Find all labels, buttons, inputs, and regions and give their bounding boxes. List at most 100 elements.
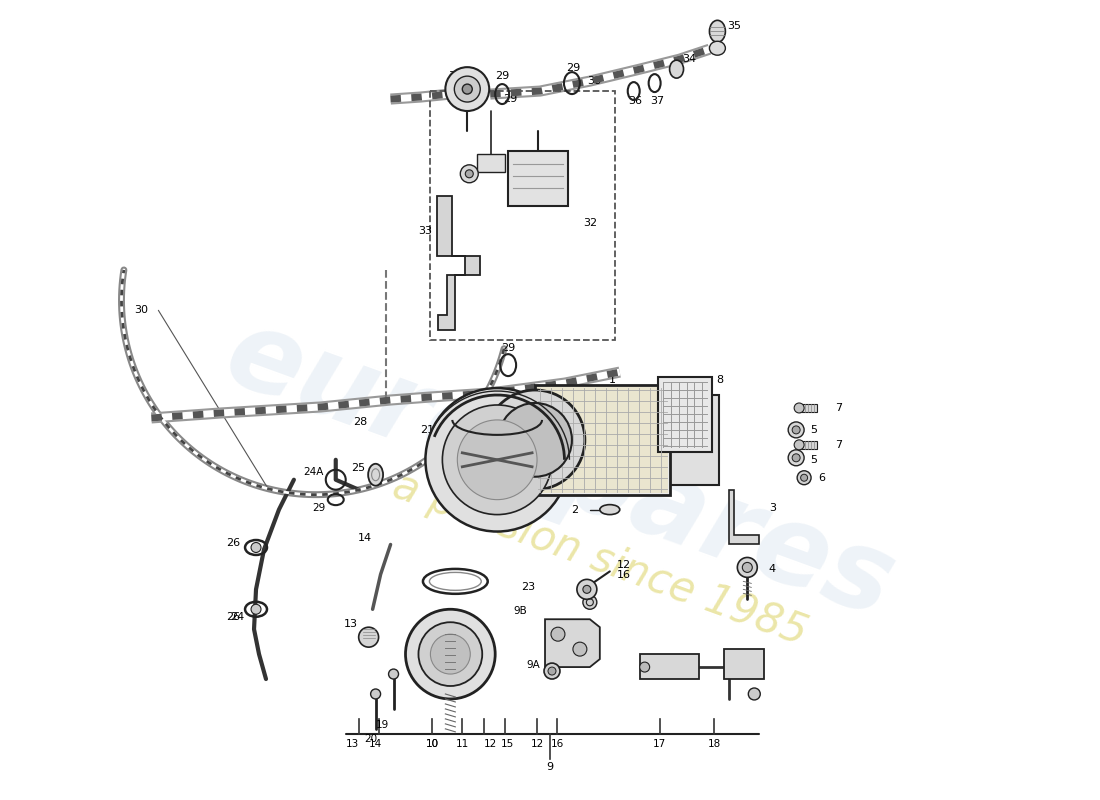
Text: 17: 17 bbox=[653, 739, 667, 749]
Text: 29: 29 bbox=[565, 63, 580, 73]
Text: 12: 12 bbox=[530, 739, 543, 749]
Circle shape bbox=[792, 426, 800, 434]
Text: 28: 28 bbox=[353, 417, 367, 427]
Text: 33: 33 bbox=[418, 226, 432, 235]
Circle shape bbox=[583, 595, 597, 610]
Text: 15: 15 bbox=[500, 739, 514, 749]
Circle shape bbox=[737, 558, 757, 578]
Text: 21: 21 bbox=[420, 425, 434, 435]
Circle shape bbox=[798, 470, 811, 485]
Text: 24: 24 bbox=[230, 612, 244, 622]
Text: 4: 4 bbox=[769, 565, 776, 574]
Text: 7: 7 bbox=[835, 440, 843, 450]
Circle shape bbox=[548, 667, 556, 675]
Circle shape bbox=[430, 634, 471, 674]
Text: a passion since 1985: a passion since 1985 bbox=[387, 465, 813, 654]
Bar bbox=[670, 395, 719, 485]
Text: 23: 23 bbox=[521, 582, 535, 592]
Text: 29: 29 bbox=[500, 343, 515, 353]
Circle shape bbox=[388, 669, 398, 679]
Text: 38: 38 bbox=[586, 76, 601, 86]
Polygon shape bbox=[725, 649, 764, 679]
Text: 38: 38 bbox=[485, 159, 499, 169]
Bar bbox=[799, 404, 817, 412]
Text: 2: 2 bbox=[571, 505, 579, 514]
Polygon shape bbox=[544, 619, 600, 667]
Text: 5: 5 bbox=[811, 425, 817, 435]
Ellipse shape bbox=[670, 60, 683, 78]
Text: 30: 30 bbox=[134, 306, 148, 315]
Circle shape bbox=[418, 622, 482, 686]
Bar bbox=[658, 377, 713, 452]
Circle shape bbox=[454, 76, 481, 102]
Text: 8: 8 bbox=[716, 375, 723, 385]
Circle shape bbox=[426, 388, 569, 531]
Circle shape bbox=[251, 604, 261, 614]
Text: 9B: 9B bbox=[514, 606, 527, 616]
Text: 3: 3 bbox=[769, 502, 776, 513]
Text: 29: 29 bbox=[503, 94, 517, 104]
Bar bbox=[799, 441, 817, 449]
Text: 12: 12 bbox=[617, 561, 630, 570]
Bar bbox=[537, 387, 668, 493]
Circle shape bbox=[458, 420, 537, 500]
Text: 29: 29 bbox=[495, 71, 509, 81]
Text: 36: 36 bbox=[628, 96, 641, 106]
Text: 10: 10 bbox=[426, 739, 439, 749]
Text: 9: 9 bbox=[547, 762, 553, 772]
Text: 9A: 9A bbox=[526, 660, 540, 670]
Circle shape bbox=[789, 422, 804, 438]
Text: 31: 31 bbox=[449, 71, 462, 81]
Circle shape bbox=[801, 474, 807, 482]
Text: 26: 26 bbox=[226, 612, 240, 622]
Circle shape bbox=[794, 403, 804, 413]
Circle shape bbox=[794, 440, 804, 450]
Circle shape bbox=[359, 627, 378, 647]
Text: 10: 10 bbox=[426, 739, 439, 749]
Circle shape bbox=[446, 67, 490, 111]
Text: 13: 13 bbox=[346, 739, 360, 749]
Text: 25: 25 bbox=[352, 462, 365, 473]
Circle shape bbox=[460, 165, 478, 182]
Circle shape bbox=[742, 562, 752, 572]
Text: 14: 14 bbox=[368, 739, 382, 749]
Text: 34: 34 bbox=[682, 54, 696, 64]
Ellipse shape bbox=[710, 20, 725, 42]
Circle shape bbox=[371, 689, 381, 699]
Circle shape bbox=[748, 688, 760, 700]
Circle shape bbox=[465, 170, 473, 178]
Polygon shape bbox=[729, 490, 759, 545]
Text: eurospares: eurospares bbox=[211, 299, 909, 640]
Circle shape bbox=[792, 454, 800, 462]
Polygon shape bbox=[640, 654, 700, 679]
Text: 14: 14 bbox=[358, 533, 372, 542]
Text: 32: 32 bbox=[583, 218, 597, 228]
Circle shape bbox=[462, 84, 472, 94]
Circle shape bbox=[442, 405, 552, 514]
Text: 13: 13 bbox=[343, 619, 358, 630]
Text: 35: 35 bbox=[727, 22, 741, 31]
Text: 16: 16 bbox=[550, 739, 563, 749]
Text: 18: 18 bbox=[707, 739, 722, 749]
Polygon shape bbox=[438, 196, 481, 330]
Text: 11: 11 bbox=[455, 739, 469, 749]
Text: 1: 1 bbox=[609, 375, 616, 385]
Circle shape bbox=[251, 542, 261, 553]
Text: 16: 16 bbox=[617, 570, 630, 580]
Ellipse shape bbox=[368, 464, 383, 486]
Text: 20: 20 bbox=[364, 734, 377, 744]
Text: 24A: 24A bbox=[304, 466, 324, 477]
Text: 19: 19 bbox=[376, 720, 389, 730]
Text: 29: 29 bbox=[312, 502, 326, 513]
Text: 22: 22 bbox=[532, 425, 547, 435]
Circle shape bbox=[576, 579, 597, 599]
Circle shape bbox=[640, 662, 650, 672]
Circle shape bbox=[544, 663, 560, 679]
Text: 26: 26 bbox=[226, 538, 240, 547]
Text: 7: 7 bbox=[835, 403, 843, 413]
Text: 6: 6 bbox=[818, 473, 826, 482]
Circle shape bbox=[789, 450, 804, 466]
Circle shape bbox=[498, 403, 572, 477]
Text: 31: 31 bbox=[447, 94, 460, 104]
Text: 37: 37 bbox=[650, 96, 664, 106]
